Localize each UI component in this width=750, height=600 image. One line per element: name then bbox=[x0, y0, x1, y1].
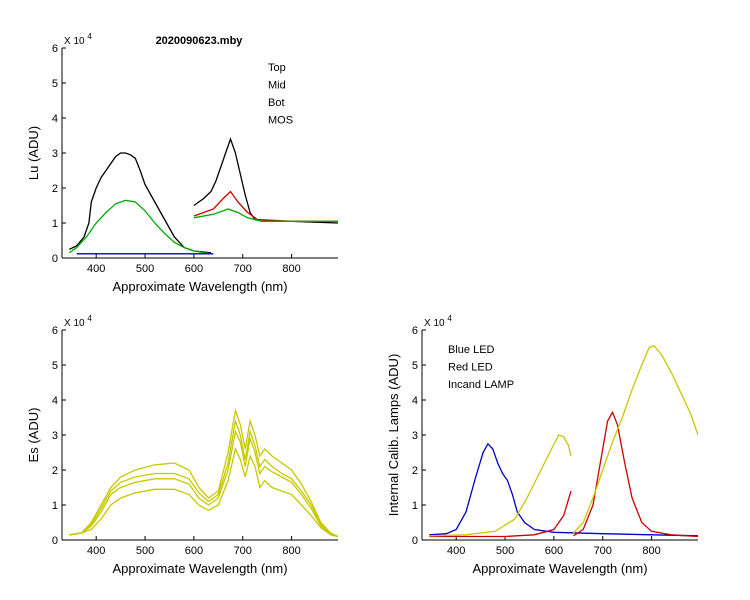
y-tick-label: 1 bbox=[412, 500, 418, 512]
y-tick-label: 0 bbox=[52, 535, 58, 547]
x-tick-label: 700 bbox=[594, 545, 612, 557]
y-tick-label: 3 bbox=[412, 430, 418, 442]
y-tick-label: 5 bbox=[52, 78, 58, 90]
legend-entry-bot: Bot bbox=[268, 97, 285, 109]
x-tick-label: 600 bbox=[185, 545, 203, 557]
y-tick-label: 6 bbox=[412, 325, 418, 337]
y-tick-label: 0 bbox=[412, 535, 418, 547]
series-line-es-4 bbox=[69, 447, 338, 538]
x-tick-label: 500 bbox=[496, 545, 514, 557]
x-tick-label: 500 bbox=[136, 263, 154, 275]
series-line-red-led bbox=[573, 410, 698, 538]
y-exponent-label: X 10 4 bbox=[64, 32, 92, 47]
y-tick-label: 6 bbox=[52, 325, 58, 337]
series-line-es-2 bbox=[69, 418, 338, 538]
y-tick-label: 5 bbox=[52, 360, 58, 372]
y-tick-label: 4 bbox=[412, 395, 418, 407]
x-tick-label: 500 bbox=[136, 545, 154, 557]
exponent-power: 4 bbox=[87, 314, 92, 323]
series-line-red-led bbox=[429, 490, 572, 538]
y-tick-label: 4 bbox=[52, 395, 58, 407]
x-axis-label: Approximate Wavelength (nm) bbox=[112, 561, 287, 576]
exponent-base: X 10 bbox=[64, 318, 87, 329]
x-tick-label: 400 bbox=[447, 545, 465, 557]
x-tick-label: 800 bbox=[642, 545, 660, 557]
y-tick-label: 2 bbox=[52, 465, 58, 477]
legend-entry-mos: MOS bbox=[268, 115, 293, 127]
y-axis-label: Es (ADU) bbox=[26, 408, 41, 463]
y-tick-label: 3 bbox=[52, 430, 58, 442]
x-tick-label: 600 bbox=[545, 545, 563, 557]
series-line-blue-led bbox=[429, 442, 698, 537]
x-tick-label: 400 bbox=[87, 545, 105, 557]
y-axis-label: Lu (ADU) bbox=[26, 126, 41, 180]
y-tick-label: 1 bbox=[52, 500, 58, 512]
exponent-base: X 10 bbox=[424, 318, 447, 329]
series-line-incand-lamp bbox=[429, 434, 572, 537]
legend-entry-incand-lamp: Incand LAMP bbox=[448, 379, 514, 391]
legend-entry-mid: Mid bbox=[268, 80, 286, 92]
x-tick-label: 600 bbox=[185, 263, 203, 275]
series-line-top bbox=[69, 152, 212, 254]
series-line-incand-lamp bbox=[572, 345, 698, 534]
x-axis-label: Approximate Wavelength (nm) bbox=[112, 279, 287, 294]
x-tick-label: 400 bbox=[87, 263, 105, 275]
y-tick-label: 6 bbox=[52, 43, 58, 55]
y-tick-label: 4 bbox=[52, 113, 58, 125]
y-axis-label: Internal Calib. Lamps (ADU) bbox=[386, 354, 401, 517]
x-axis-label: Approximate Wavelength (nm) bbox=[472, 561, 647, 576]
series-line-top bbox=[193, 137, 338, 224]
series-line-es-1 bbox=[69, 407, 338, 538]
exponent-base: X 10 bbox=[64, 36, 87, 47]
legend-entry-blue-led: Blue LED bbox=[448, 344, 495, 356]
x-tick-label: 700 bbox=[234, 263, 252, 275]
x-tick-label: 800 bbox=[282, 263, 300, 275]
series-line-bot bbox=[193, 208, 338, 222]
figure-title: 2020090623.mby bbox=[156, 35, 244, 47]
exponent-power: 4 bbox=[87, 32, 92, 41]
legend-entry-top: Top bbox=[268, 62, 286, 74]
series-line-bot bbox=[68, 199, 212, 255]
chart-es: 0 1 2 3 4 5 6 400 500 600 700 800 X 10 4 Approximate … bbox=[26, 314, 338, 576]
legend-entry-red-led: Red LED bbox=[448, 362, 493, 374]
y-exponent-label: X 10 4 bbox=[64, 314, 92, 329]
x-tick-label: 700 bbox=[234, 545, 252, 557]
series-line-es-3 bbox=[69, 429, 338, 538]
y-tick-label: 2 bbox=[52, 183, 58, 195]
y-tick-label: 1 bbox=[52, 218, 58, 230]
y-tick-label: 3 bbox=[52, 148, 58, 160]
y-tick-label: 2 bbox=[412, 465, 418, 477]
y-tick-label: 0 bbox=[52, 253, 58, 265]
x-tick-label: 800 bbox=[282, 545, 300, 557]
y-exponent-label: X 10 4 bbox=[424, 314, 452, 329]
exponent-power: 4 bbox=[447, 314, 452, 323]
y-tick-label: 5 bbox=[412, 360, 418, 372]
chart-lamps: 0 1 2 3 4 5 6 400 500 600 700 800 X 10 4 Approximate … bbox=[386, 314, 698, 576]
chart-lu: 0 1 2 3 4 5 6 400 500 600 700 800 X 10 4 Approximate … bbox=[26, 32, 338, 294]
series-line-mid bbox=[193, 190, 338, 222]
